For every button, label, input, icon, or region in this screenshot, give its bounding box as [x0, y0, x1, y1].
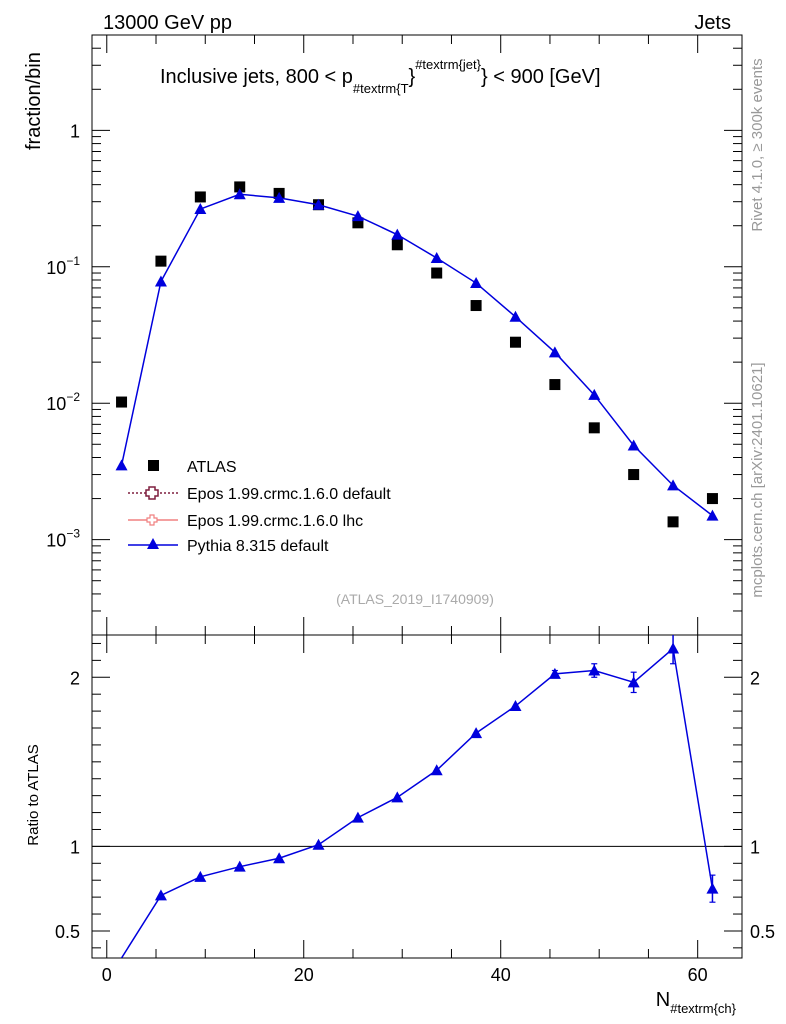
- ratio-point: [273, 852, 286, 864]
- ratio-point: [667, 642, 680, 654]
- legend: ATLAS Epos 1.99.crmc.1.6.0 default Epos …: [128, 459, 391, 555]
- legend-epos-default-marker: [128, 486, 178, 500]
- ratio-point: [312, 838, 325, 850]
- ratio-frame: [91, 634, 743, 959]
- ratio-point: [588, 664, 601, 676]
- atlas-point: [352, 217, 364, 229]
- main-series: [115, 181, 719, 528]
- atlas-point: [470, 300, 482, 312]
- y-tick-label: 10−2: [46, 390, 80, 414]
- y-tick-label: 1: [70, 121, 80, 141]
- ratio-point: [194, 870, 207, 882]
- title-post: } < 900 [GeV]: [481, 66, 601, 88]
- legend-atlas: ATLAS: [187, 459, 237, 476]
- pythia-point: [470, 277, 483, 289]
- pythia-point: [233, 188, 246, 200]
- y-tick-label: 10−1: [46, 254, 80, 278]
- ratio-y-tick-label-left: 1: [70, 837, 80, 857]
- main-y-axis-label: fraction/bin: [23, 52, 45, 150]
- ratio-y-tick-labels: 0.5 0.5 1 1 2 2: [55, 668, 775, 942]
- atlas-point: [116, 396, 128, 408]
- ratio-point: [548, 667, 561, 679]
- legend-epos-default: Epos 1.99.crmc.1.6.0 default: [187, 486, 391, 503]
- legend-pythia: Pythia 8.315 default: [187, 538, 329, 555]
- pythia-point: [706, 509, 719, 521]
- pythia-point: [154, 275, 167, 287]
- pythia-point: [627, 439, 640, 451]
- legend-epos-lhc: Epos 1.99.crmc.1.6.0 lhc: [187, 513, 363, 530]
- x-tick-label: 0: [102, 965, 112, 985]
- ratio-y-tick-label-left: 0.5: [55, 922, 80, 942]
- main-panel: 10−310−210−11 Inclusive jets, 800 < p#te…: [23, 34, 743, 636]
- atlas-point: [588, 422, 600, 434]
- ratio-line: [120, 647, 714, 958]
- atlas-point: [431, 267, 443, 279]
- ratio-point: [509, 700, 522, 712]
- atlas-point: [628, 469, 640, 481]
- legend-pythia-marker: [128, 538, 178, 549]
- ratio-y-axis-label: Ratio to ATLAS: [25, 744, 42, 845]
- x-label-main: N: [656, 989, 670, 1011]
- pythia-point: [312, 198, 325, 210]
- atlas-point: [194, 191, 206, 203]
- main-title: Inclusive jets, 800 < p#textrm{T}#textrm…: [160, 57, 601, 96]
- pythia-point: [548, 346, 561, 358]
- x-label-sub: #textrm{ch}: [670, 1001, 736, 1016]
- header-right: Jets: [694, 12, 731, 34]
- watermark: (ATLAS_2019_I1740909): [336, 591, 494, 607]
- ratio-pythia: [120, 635, 719, 958]
- ratio-point: [154, 889, 167, 901]
- ratio-y-tick-label-left: 2: [70, 668, 80, 688]
- ratio-point: [706, 882, 719, 894]
- x-axis-label: N#textrm{ch}: [656, 989, 737, 1016]
- title-sub: #textrm{T: [353, 81, 409, 96]
- atlas-point: [155, 255, 167, 267]
- ratio-axis-ticks: [92, 635, 742, 958]
- ratio-point: [430, 764, 443, 776]
- x-tick-label: 20: [294, 965, 314, 985]
- main-axis-ticks: [92, 34, 742, 636]
- x-tick-label: 40: [491, 965, 511, 985]
- atlas-point: [667, 516, 679, 528]
- rivet-label: Rivet 4.1.0, ≥ 300k events: [749, 58, 766, 231]
- ratio-point: [351, 811, 364, 823]
- pythia-point: [115, 459, 128, 471]
- ratio-panel: 0.5 0.5 1 1 2 2 0 20 40 60 Ratio to ATLAS N#text…: [25, 634, 775, 1016]
- x-tick-label: 60: [688, 965, 708, 985]
- ratio-y-tick-label-right: 0.5: [750, 922, 775, 942]
- mcplots-label: mcplots.cern.ch [arXiv:2401.10621]: [749, 362, 766, 597]
- legend-epos-lhc-marker: [128, 514, 178, 526]
- pythia-point: [588, 388, 601, 400]
- ratio-point: [391, 791, 404, 803]
- pythia-point: [273, 191, 286, 203]
- title-sup: #textrm{jet}: [415, 57, 481, 72]
- pythia-line: [120, 193, 713, 517]
- atlas-point: [706, 493, 718, 505]
- header-left: 13000 GeV pp: [103, 12, 232, 34]
- atlas-point: [391, 239, 403, 251]
- pythia-point: [509, 310, 522, 322]
- ratio-point: [627, 676, 640, 688]
- pythia-point: [351, 210, 364, 222]
- title-brace: }: [409, 66, 416, 88]
- main-y-tick-labels: 10−3 10−2 10−1 1: [46, 121, 80, 550]
- ratio-y-tick-label-right: 1: [750, 837, 760, 857]
- ratio-x-tick-labels: 0 20 40 60: [102, 965, 708, 985]
- atlas-point: [509, 336, 521, 348]
- pythia-point: [391, 228, 404, 240]
- ratio-point: [470, 727, 483, 739]
- ratio-point: [233, 860, 246, 872]
- pythia-point: [430, 251, 443, 263]
- atlas-point: [234, 181, 246, 193]
- legend-atlas-marker: [148, 460, 159, 471]
- ratio-y-tick-label-right: 2: [750, 668, 760, 688]
- atlas-point: [549, 379, 561, 391]
- pythia-point: [194, 203, 207, 215]
- pythia-point: [667, 479, 680, 491]
- y-tick-label: 10−3: [46, 527, 80, 551]
- title-pre: Inclusive jets, 800 < p: [160, 66, 353, 88]
- ratio-series: [120, 635, 719, 958]
